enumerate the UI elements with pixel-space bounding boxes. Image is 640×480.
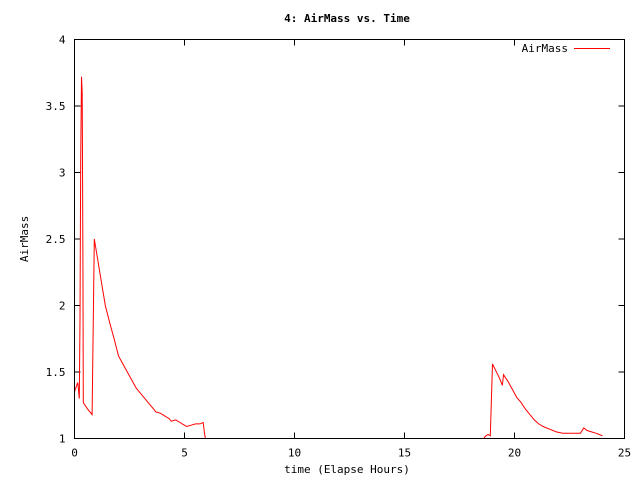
x-tick-label: 25 xyxy=(618,447,631,460)
chart-title: 4: AirMass vs. Time xyxy=(284,12,410,25)
y-tick-label: 2.5 xyxy=(46,233,66,246)
y-tick-label: 1 xyxy=(59,433,66,446)
axis-ticks: 0 5 10 15 20 25 1 1.5 2 2.5 3 3.5 4 xyxy=(46,34,632,460)
y-tick-label: 1.5 xyxy=(46,366,66,379)
x-axis-label: time (Elapse Hours) xyxy=(284,463,410,476)
airmass-series-line xyxy=(483,363,603,439)
x-tick-label: 5 xyxy=(181,447,188,460)
y-axis-label: AirMass xyxy=(18,216,31,262)
plot-frame xyxy=(74,39,625,439)
legend-label: AirMass xyxy=(522,42,568,55)
x-tick-label: 15 xyxy=(398,447,411,460)
x-tick-label: 10 xyxy=(288,447,301,460)
y-tick-label: 3 xyxy=(59,167,66,180)
legend: AirMass xyxy=(522,42,610,55)
y-tick-label: 3.5 xyxy=(46,100,66,113)
x-tick-label: 20 xyxy=(508,447,521,460)
x-tick-label: 0 xyxy=(71,447,78,460)
airmass-series-line xyxy=(74,76,206,439)
y-tick-label: 2 xyxy=(59,300,66,313)
y-tick-label: 4 xyxy=(59,34,66,47)
series-layer xyxy=(74,76,603,439)
